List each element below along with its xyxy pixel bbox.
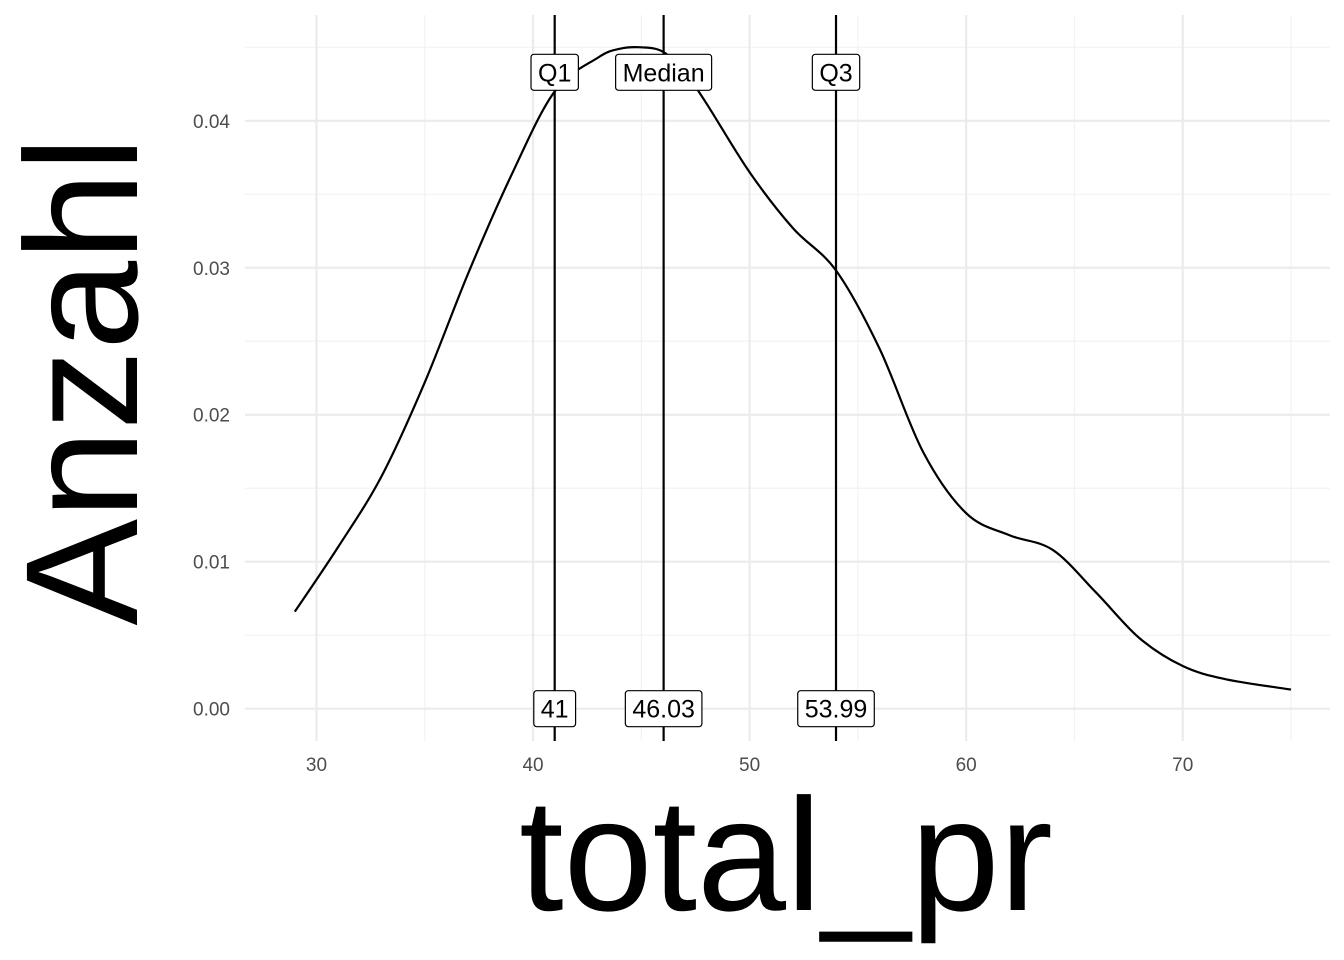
- minor-gridlines: [245, 15, 1330, 741]
- quartile-value-label: 53.99: [797, 690, 875, 728]
- quartile-lines: [553, 15, 838, 741]
- quartile-top-label: Q1: [530, 53, 579, 91]
- quartile-value-label-box: [533, 690, 577, 728]
- x-tick-label: 30: [306, 755, 327, 776]
- x-tick-label: 50: [739, 755, 760, 776]
- major-gridlines: [245, 15, 1330, 741]
- quartile-value-label-box: [624, 690, 703, 728]
- x-tick-label: 60: [956, 755, 977, 776]
- quartile-top-label: Median: [615, 53, 713, 91]
- x-tick-label: 40: [522, 755, 543, 776]
- quartile-top-label-box: [530, 53, 579, 91]
- y-tick-label: 0.04: [193, 112, 230, 133]
- quartile-top-label-box: [811, 53, 861, 91]
- quartile-value-label: 46.03: [624, 690, 703, 728]
- y-tick-label: 0.01: [193, 553, 230, 574]
- quartile-top-label-text: Q1: [538, 59, 571, 87]
- quartile-value-label-text: 41: [541, 696, 569, 724]
- quartile-top-label: Q3: [811, 53, 861, 91]
- y-tick-label: 0.03: [193, 259, 230, 280]
- y-axis-ticks: 0.00 0.01 0.02 0.03 0.04: [193, 112, 230, 721]
- quartile-top-label-box: [615, 53, 713, 91]
- x-axis-title: total_pr: [519, 765, 1053, 944]
- quartile-value-label-text: 53.99: [805, 696, 868, 724]
- x-axis-ticks: 30 40 50 60 70: [306, 755, 1193, 776]
- y-tick-label: 0.00: [193, 700, 230, 721]
- quartile-value-label: 41: [533, 690, 577, 728]
- quartile-labels: Q1 41 Median 46.03 Q3 53.99: [530, 53, 875, 728]
- quartile-top-label-text: Median: [623, 59, 705, 87]
- quartile-top-label-text: Q3: [819, 59, 852, 87]
- density-curve: [293, 46, 1292, 691]
- y-tick-label: 0.02: [193, 406, 230, 427]
- quartile-value-label-box: [797, 690, 875, 728]
- y-axis-title: Anzahl: [0, 136, 171, 625]
- quartile-value-label-text: 46.03: [632, 696, 695, 724]
- x-tick-label: 70: [1172, 755, 1193, 776]
